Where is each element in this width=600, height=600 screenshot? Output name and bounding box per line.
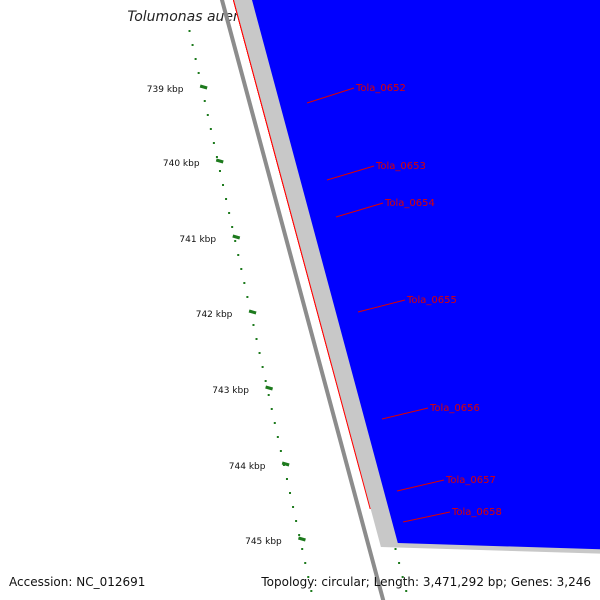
- ruler-dot: [289, 492, 292, 494]
- ruler-dot: [304, 562, 307, 564]
- gene-label-line: [335, 202, 384, 218]
- ruler-dot: [243, 282, 246, 284]
- ruler-tick-label: 745 kbp: [245, 537, 282, 547]
- ruler-tick: [281, 461, 290, 467]
- ruler-dot: [191, 44, 194, 46]
- ruler-tick-label: 741 kbp: [179, 235, 216, 245]
- ruler-dot: [261, 366, 264, 368]
- ruler-tick-label: 744 kbp: [229, 462, 266, 472]
- ruler-dot: [279, 450, 282, 452]
- gene-label-line: [396, 479, 445, 492]
- ruler-dot: [298, 534, 301, 536]
- ruler-tick-label: 742 kbp: [196, 310, 233, 320]
- ruler-tick: [248, 309, 257, 315]
- ruler-dot: [273, 422, 276, 424]
- gene-label: Tola_0658: [451, 507, 502, 518]
- outer-dot: [405, 590, 408, 592]
- ruler-dot: [206, 114, 209, 116]
- ruler-dot: [264, 380, 267, 382]
- ruler-tick: [215, 158, 224, 164]
- ruler-dot: [203, 100, 206, 102]
- gene-label-line: [306, 87, 355, 104]
- ruler-dot: [225, 198, 228, 200]
- ruler-dot: [197, 72, 200, 74]
- ruler-tick-label: 743 kbp: [212, 386, 249, 396]
- ruler-dot: [310, 590, 313, 592]
- gene-labels: Tola_0652 Tola_0653 Tola_0654 Tola_0655 Tola…: [355, 83, 502, 518]
- cds-track: [233, 0, 600, 554]
- ruler-tick: [265, 385, 274, 391]
- ruler-tick-label: 740 kbp: [163, 159, 200, 169]
- ruler-dot: [258, 352, 261, 354]
- ruler-dot: [252, 324, 255, 326]
- ruler-dot: [218, 170, 221, 172]
- ruler-dot: [234, 240, 237, 242]
- gene-label: Tola_0652: [355, 83, 406, 94]
- gene-label-line: [357, 299, 406, 313]
- genome-summary: Topology: circular; Length: 3,471,292 bp…: [261, 575, 591, 589]
- genome-backbone: [219, 0, 386, 600]
- gene-label: Tola_0655: [406, 295, 457, 306]
- ruler-tick: [199, 84, 208, 90]
- ruler-dot: [307, 576, 310, 578]
- ruler-dot: [194, 58, 197, 60]
- ruler-dot: [212, 142, 215, 144]
- ruler-tick-label: 739 kbp: [147, 85, 184, 95]
- gene-label-line: [326, 165, 375, 181]
- gene-label-line: [402, 511, 451, 523]
- ruler-dot: [285, 478, 288, 480]
- ruler-dot: [222, 184, 225, 186]
- backbone-line: [219, 0, 386, 600]
- gene-label-line: [381, 407, 429, 420]
- ruler-dot: [231, 226, 234, 228]
- ruler-dot: [246, 296, 249, 298]
- ruler-dot: [267, 394, 270, 396]
- ruler-dot: [209, 128, 212, 130]
- outer-dot: [401, 576, 404, 578]
- gene-label: Tola_0654: [384, 198, 435, 209]
- gene-label-lines: [306, 87, 451, 523]
- gene-label: Tola_0657: [445, 475, 496, 486]
- blue-feature: [252, 0, 600, 550]
- ruler-dot: [295, 520, 298, 522]
- ruler-dot: [188, 30, 191, 32]
- ruler-dot: [240, 268, 243, 270]
- ruler-dot: [270, 408, 273, 410]
- ruler-tick: [298, 536, 306, 542]
- ruler-dot: [276, 436, 279, 438]
- gene-label: Tola_0653: [375, 161, 426, 172]
- ruler-dot: [255, 338, 258, 340]
- ruler-tick: [232, 234, 241, 240]
- outer-dot: [398, 562, 401, 564]
- outer-dot: [394, 548, 397, 550]
- accession-text: Accession: NC_012691: [9, 575, 146, 589]
- ruler-dot: [237, 254, 240, 256]
- ruler-dot: [215, 156, 218, 158]
- ruler-dot: [228, 212, 231, 214]
- gene-label: Tola_0656: [429, 403, 480, 414]
- ruler-dot: [292, 506, 295, 508]
- ruler-dot: [301, 548, 304, 550]
